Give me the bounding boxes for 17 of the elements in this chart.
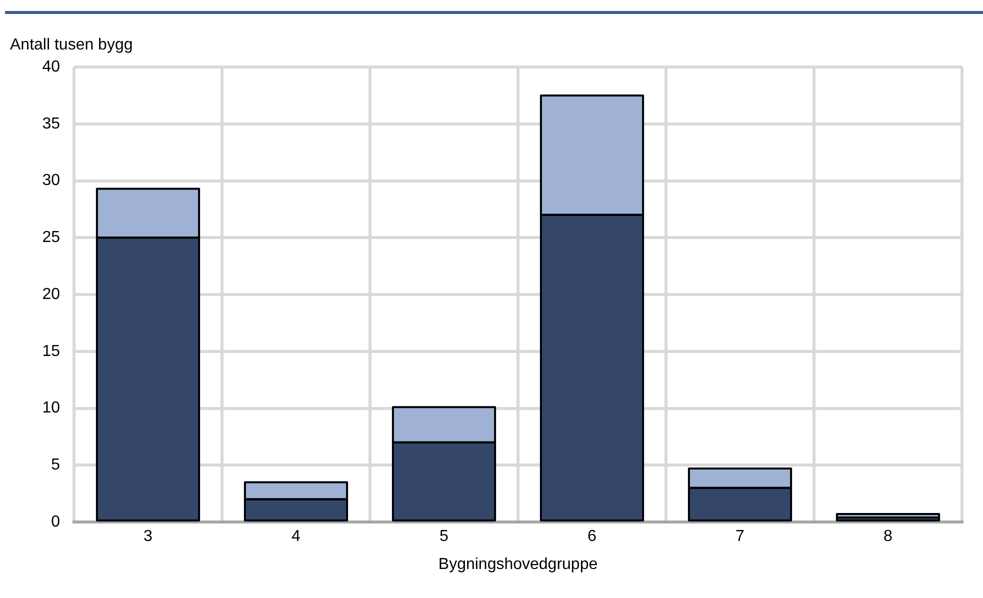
- x-tick-label: 5: [440, 528, 449, 546]
- y-tick-label: 40: [42, 58, 60, 76]
- x-tick-label: 8: [884, 528, 893, 546]
- y-tick-label: 0: [51, 513, 60, 530]
- y-tick-label: 15: [42, 342, 60, 360]
- x-tick-label: 7: [736, 528, 745, 546]
- y-tick-label: 25: [42, 229, 60, 246]
- y-tick-label: 5: [51, 456, 60, 474]
- y-tick-label: 30: [42, 172, 60, 190]
- x-tick-label: 4: [292, 528, 301, 546]
- y-tick-label: 20: [42, 286, 60, 303]
- x-axis-title: Bygningshovedgruppe: [438, 556, 598, 573]
- y-tick-label: 10: [42, 400, 60, 417]
- x-tick-label: 6: [588, 528, 597, 546]
- x-tick-label: 3: [144, 528, 153, 546]
- y-axis-title: Antall tusen bygg: [10, 36, 133, 54]
- y-tick-label: 35: [42, 115, 60, 132]
